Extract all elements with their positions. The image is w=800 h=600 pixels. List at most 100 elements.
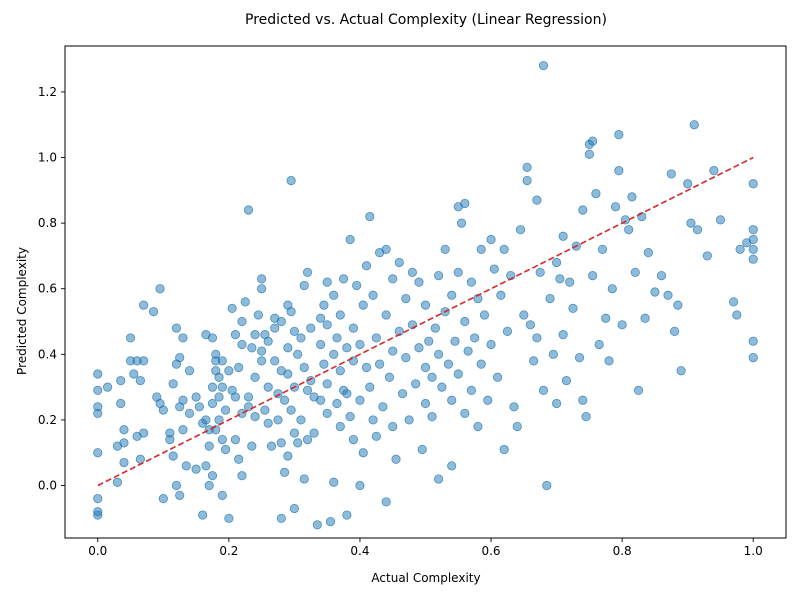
data-point xyxy=(391,454,401,464)
data-point xyxy=(93,510,103,520)
data-point xyxy=(352,280,362,291)
data-point xyxy=(253,310,263,320)
x-axis-label: Actual Complexity xyxy=(371,571,480,585)
data-point xyxy=(384,372,395,382)
data-point xyxy=(93,385,103,395)
data-point xyxy=(270,356,280,366)
data-point xyxy=(407,267,417,277)
data-point xyxy=(257,346,267,356)
data-point xyxy=(486,234,496,245)
data-point xyxy=(669,326,680,336)
data-point xyxy=(243,402,254,412)
data-point xyxy=(588,270,598,281)
data-point xyxy=(640,313,650,323)
x-tick-label: 0.8 xyxy=(613,544,632,558)
data-point xyxy=(168,379,178,389)
data-point xyxy=(227,303,237,313)
data-point xyxy=(420,362,431,373)
data-point xyxy=(289,503,300,514)
data-point xyxy=(181,461,191,471)
data-point xyxy=(515,225,526,235)
data-point xyxy=(568,303,578,313)
data-point xyxy=(165,434,175,445)
data-point xyxy=(322,408,332,418)
data-point xyxy=(220,405,231,415)
data-point xyxy=(335,310,345,320)
data-point xyxy=(561,375,572,386)
y-tick-label: 0.6 xyxy=(38,282,57,296)
data-point xyxy=(329,477,339,487)
data-point xyxy=(243,205,254,215)
y-tick-label: 0.0 xyxy=(38,479,57,493)
data-point xyxy=(322,379,332,389)
data-point xyxy=(302,385,313,395)
data-point xyxy=(499,444,509,455)
data-point xyxy=(312,520,322,530)
data-point xyxy=(139,356,149,366)
data-point xyxy=(535,267,545,277)
y-tick-label: 1.2 xyxy=(38,85,57,99)
data-point xyxy=(234,454,244,464)
data-point xyxy=(191,464,201,474)
data-point xyxy=(207,471,218,481)
data-point xyxy=(601,313,611,323)
data-point xyxy=(709,166,719,176)
data-point xyxy=(178,425,188,435)
data-point xyxy=(129,369,139,379)
data-point xyxy=(584,149,594,159)
data-point xyxy=(184,366,195,376)
data-point xyxy=(329,290,339,300)
data-point xyxy=(502,326,513,336)
data-point xyxy=(214,392,224,402)
data-point xyxy=(335,421,345,432)
data-point xyxy=(296,415,306,425)
data-point xyxy=(247,441,257,451)
data-point xyxy=(276,316,286,327)
data-point xyxy=(279,395,290,405)
data-point xyxy=(355,480,365,491)
data-point xyxy=(135,454,145,464)
data-point xyxy=(443,359,454,369)
data-point xyxy=(116,375,126,386)
data-point xyxy=(178,333,188,343)
data-point xyxy=(715,215,726,225)
data-point xyxy=(230,434,241,445)
data-point xyxy=(306,323,316,333)
data-point xyxy=(204,480,214,491)
data-point xyxy=(201,415,211,425)
data-point xyxy=(119,457,129,468)
data-point xyxy=(430,323,440,333)
data-point xyxy=(525,320,535,330)
data-point xyxy=(486,339,496,350)
x-tick-label: 1.0 xyxy=(744,544,763,558)
data-point xyxy=(198,510,208,520)
data-point xyxy=(463,346,473,356)
data-point xyxy=(555,274,565,284)
data-point xyxy=(293,438,303,448)
data-point xyxy=(748,254,758,264)
data-point xyxy=(257,284,267,294)
data-point xyxy=(319,359,329,369)
data-point xyxy=(139,428,149,438)
data-point xyxy=(342,343,352,353)
data-point xyxy=(532,333,542,343)
y-tick-label: 1.0 xyxy=(38,151,57,165)
data-point xyxy=(610,202,621,212)
y-tick-label: 0.4 xyxy=(38,347,57,361)
data-point xyxy=(112,477,123,487)
data-point xyxy=(273,415,283,425)
data-point xyxy=(388,421,398,432)
data-point xyxy=(342,389,352,399)
data-point xyxy=(286,307,296,317)
data-point xyxy=(499,244,509,254)
data-point xyxy=(286,405,296,415)
data-point xyxy=(316,395,326,405)
reference-line xyxy=(97,156,754,487)
data-point xyxy=(348,356,358,366)
data-point xyxy=(168,451,178,461)
data-point xyxy=(289,428,300,438)
data-point xyxy=(617,320,627,330)
data-point xyxy=(519,310,529,320)
data-point xyxy=(735,244,745,254)
data-point xyxy=(119,438,129,448)
